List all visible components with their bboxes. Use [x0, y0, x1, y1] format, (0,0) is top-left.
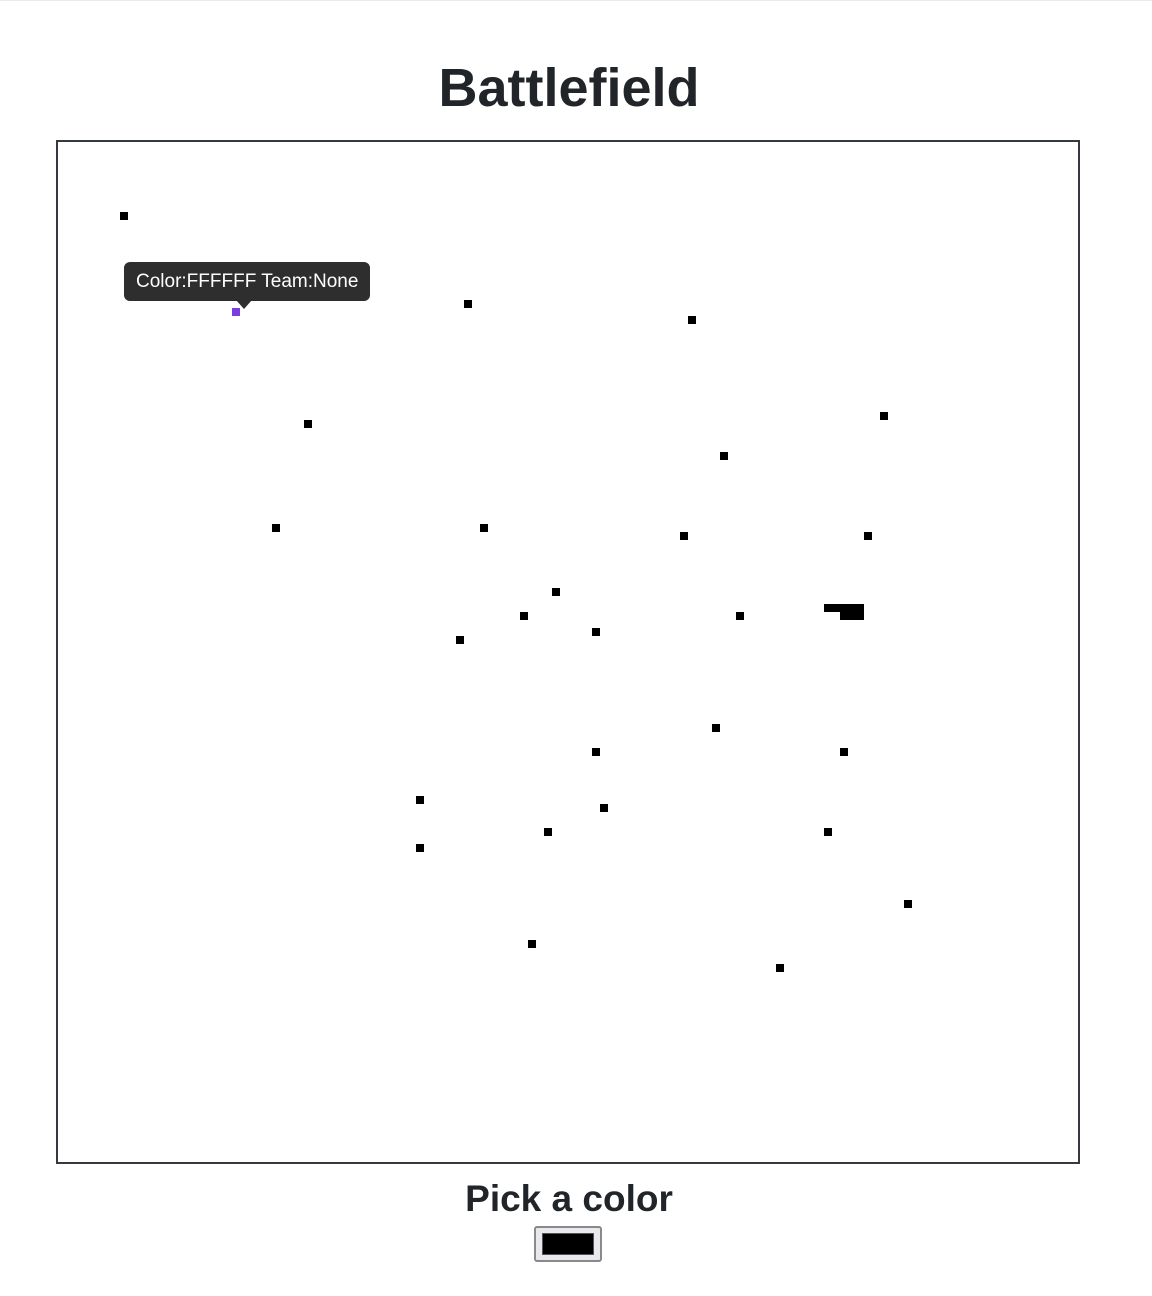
- battlefield-pixel[interactable]: [856, 604, 864, 612]
- page-title: Battlefield: [438, 58, 700, 118]
- battlefield-pixel[interactable]: [304, 420, 312, 428]
- battlefield-pixel[interactable]: [552, 588, 560, 596]
- battlefield-pixel-selected[interactable]: [232, 308, 240, 316]
- battlefield-pixel[interactable]: [528, 940, 536, 948]
- battlefield-pixel[interactable]: [832, 604, 840, 612]
- battlefield-pixel[interactable]: [856, 612, 864, 620]
- battlefield-canvas[interactable]: [56, 140, 1080, 1164]
- battlefield-pixel[interactable]: [824, 604, 832, 612]
- battlefield-pixel[interactable]: [720, 452, 728, 460]
- battlefield-pixel[interactable]: [592, 748, 600, 756]
- battlefield-pixel[interactable]: [680, 532, 688, 540]
- battlefield-pixel[interactable]: [456, 636, 464, 644]
- battlefield-pixel[interactable]: [416, 844, 424, 852]
- battlefield-pixel[interactable]: [840, 604, 848, 612]
- battlefield-pixel[interactable]: [120, 212, 128, 220]
- battlefield-pixel[interactable]: [880, 412, 888, 420]
- battlefield-pixel[interactable]: [600, 804, 608, 812]
- battlefield-pixel[interactable]: [736, 612, 744, 620]
- battlefield-pixel[interactable]: [416, 796, 424, 804]
- tooltip-arrow: [236, 300, 252, 309]
- battlefield-pixel[interactable]: [864, 532, 872, 540]
- color-picker-input[interactable]: [534, 1226, 602, 1262]
- top-border: [0, 0, 1152, 1]
- battlefield-pixel[interactable]: [480, 524, 488, 532]
- battlefield-pixel[interactable]: [848, 612, 856, 620]
- battlefield-pixel[interactable]: [520, 612, 528, 620]
- battlefield-pixel[interactable]: [776, 964, 784, 972]
- battlefield-pixel[interactable]: [712, 724, 720, 732]
- battlefield-pixel[interactable]: [544, 828, 552, 836]
- color-picker-label: Pick a color: [465, 1178, 673, 1219]
- battlefield-pixel[interactable]: [904, 900, 912, 908]
- battlefield-pixel[interactable]: [840, 748, 848, 756]
- battlefield-pixel[interactable]: [464, 300, 472, 308]
- battlefield-pixel[interactable]: [840, 612, 848, 620]
- battlefield-pixel[interactable]: [848, 604, 856, 612]
- battlefield-pixel[interactable]: [824, 828, 832, 836]
- battlefield-pixel[interactable]: [688, 316, 696, 324]
- battlefield-pixel[interactable]: [272, 524, 280, 532]
- pixel-tooltip: Color:FFFFFF Team:None: [124, 262, 371, 301]
- battlefield-pixel[interactable]: [592, 628, 600, 636]
- color-swatch: [542, 1233, 594, 1255]
